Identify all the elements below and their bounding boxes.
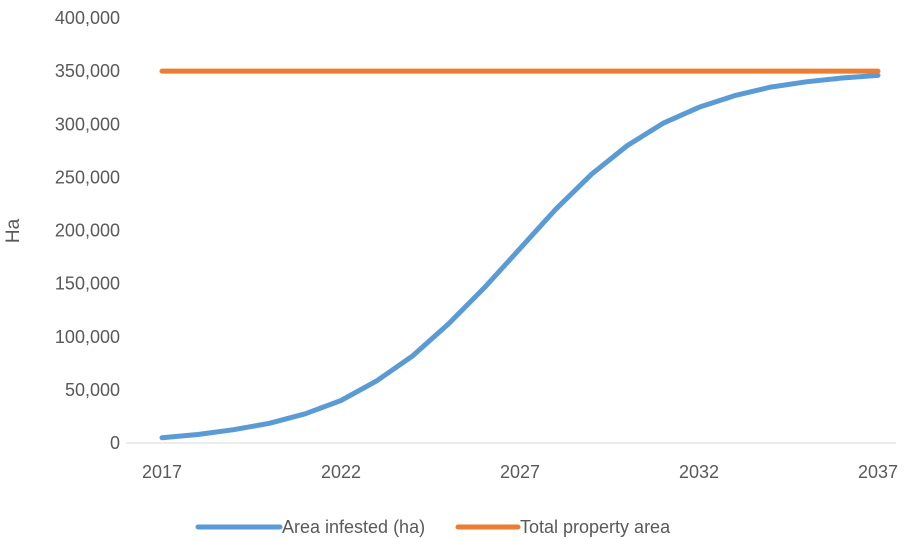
y-tick-label: 300,000 [55, 114, 120, 134]
y-tick-label: 350,000 [55, 61, 120, 81]
x-tick-label: 2027 [500, 462, 540, 482]
y-tick-label: 50,000 [65, 380, 120, 400]
x-tick-label: 2032 [679, 462, 719, 482]
legend: Area infested (ha) Total property area [195, 517, 671, 537]
y-tick-label: 150,000 [55, 274, 120, 294]
series-line-1 [159, 72, 881, 441]
y-tick-label: 250,000 [55, 167, 120, 187]
y-tick-label: 100,000 [55, 327, 120, 347]
x-tick-label: 2037 [858, 462, 898, 482]
y-axis-title: Ha [3, 218, 24, 243]
y-axis-tick-labels: 0 50,000 100,000 150,000 200,000 250,000 300,0… [55, 8, 120, 453]
x-tick-label: 2017 [142, 462, 182, 482]
y-tick-label: 400,000 [55, 8, 120, 28]
y-tick-label: 200,000 [55, 221, 120, 241]
series-lines [159, 68, 881, 441]
legend-label: Total property area [520, 517, 671, 537]
legend-label: Area infested (ha) [282, 517, 425, 537]
x-axis-tick-labels: 2017 2022 2027 2032 2037 [142, 462, 898, 482]
y-tick-label: 0 [110, 433, 120, 453]
x-tick-label: 2022 [321, 462, 361, 482]
